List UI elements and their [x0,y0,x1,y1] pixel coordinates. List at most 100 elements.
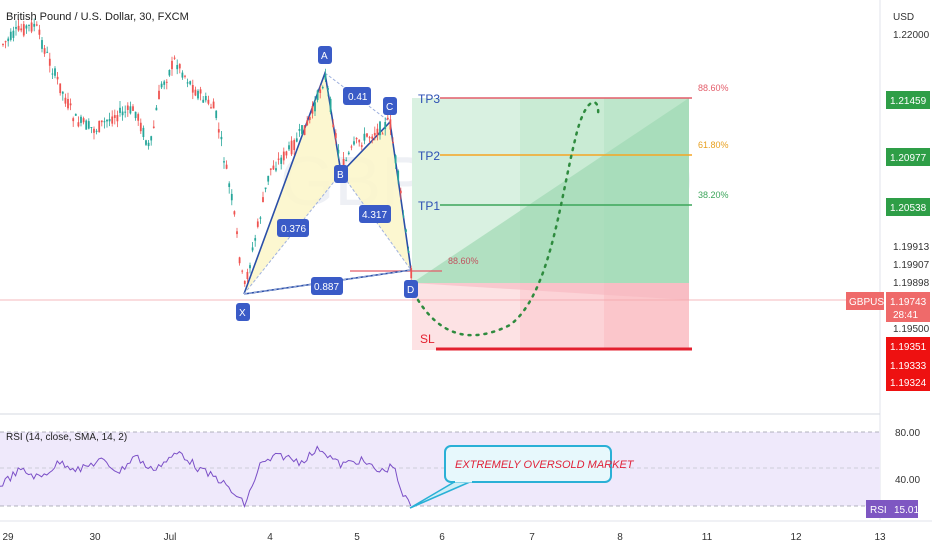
svg-text:0.41: 0.41 [348,92,368,103]
candle-body [337,149,340,154]
svg-text:D: D [407,285,414,296]
svg-text:0.887: 0.887 [314,282,339,293]
rsi-level: 80.00 [895,428,920,439]
candle-body [301,125,303,135]
candle-body [306,120,309,126]
candle-body [262,197,264,203]
candle-body [173,57,176,59]
candle-body [90,127,93,129]
candle-body [142,127,145,138]
candle-body [366,133,368,137]
candle-body [111,116,114,124]
entry-fib-label: 88.60% [448,256,479,266]
tp1-label: TP1 [418,199,440,213]
chart-title: British Pound / U.S. Dollar, 30, FXCM [6,11,189,23]
candle-body [77,122,80,127]
candle-body [155,107,158,111]
candle-body [191,84,194,93]
candle-body [288,145,290,150]
candle-body [171,60,173,70]
x-tick-label: Jul [164,532,177,543]
candle-body [119,107,121,113]
x-tick-label: 30 [89,532,101,543]
candle-body [373,132,376,136]
svg-text:1.21459: 1.21459 [890,96,927,107]
candle-body [59,83,62,94]
candle-body [51,73,54,75]
svg-text:4.317: 4.317 [362,210,387,221]
candle-body [43,48,46,54]
svg-text:X: X [239,308,246,319]
ratio-xd: 0.887 [311,277,343,295]
candle-body [228,183,231,188]
candle-body [321,87,324,89]
candle-body [314,102,316,112]
candle-body [85,120,88,130]
x-tick-label: 12 [790,532,802,543]
x-tick-label: 6 [439,532,445,543]
candle-body [7,38,10,42]
currency-label: USD [893,12,914,23]
svg-text:GBPUSD: GBPUSD [849,297,891,308]
svg-text:RSI: RSI [870,505,887,516]
candle-body [215,110,218,119]
candle-body [121,111,124,116]
point-b: B [334,165,348,183]
svg-text:28:41: 28:41 [893,310,918,321]
candle-body [35,24,38,26]
current-price-tag: GBPUSD 1.19743 28:41 [846,292,930,322]
candle-body [256,221,259,227]
candle-body [194,89,197,96]
price-tag-3: 1.20538 [886,198,930,216]
candle-body [197,90,199,99]
y-tick-label: 1.19898 [893,278,930,289]
candle-body [2,44,4,46]
candle-body [311,106,314,114]
candle-body [199,89,202,94]
candle-body [241,270,244,272]
candle-body [360,145,363,147]
time-axis: 29 30 Jul 4 5 6 7 8 11 12 13 [0,520,932,543]
candle-body [407,250,410,253]
candle-body [46,51,49,53]
candle-body [30,22,33,32]
rsi-level: 40.00 [895,475,920,486]
x-tick-label: 11 [702,532,713,543]
svg-text:1.19743: 1.19743 [890,297,927,308]
candle-body [397,170,400,181]
candle-body [358,139,361,143]
candle-body [72,118,75,122]
candle-body [259,217,262,219]
candle-body [93,128,95,133]
stop-loss-label: SL [420,332,435,346]
candle-body [238,257,241,264]
candle-body [160,83,163,88]
oversold-text: EXTREMELY OVERSOLD MARKET [455,459,635,471]
point-c: C [383,97,397,115]
tp3-fib-label: 88.60% [698,83,729,93]
candle-body [329,98,332,113]
candle-body [334,133,337,139]
point-d: D [404,280,418,298]
tp1-fib-label: 38.20% [698,190,729,200]
candle-body [264,187,267,190]
candle-body [82,118,85,123]
tp3-label: TP3 [418,92,440,106]
svg-text:A: A [321,51,328,62]
candle-body [386,117,389,120]
candle-body [28,24,30,26]
candle-body [98,120,101,133]
candle-body [243,280,246,284]
candle-body [225,164,228,169]
candle-body [116,115,119,122]
candle-body [189,81,192,85]
candle-body [132,106,134,111]
candle-body [212,101,215,109]
candle-body [254,238,257,241]
point-a: A [318,46,332,64]
svg-text:1.19324: 1.19324 [890,378,927,389]
projection-path [416,100,600,337]
x-tick-label: 29 [2,532,14,543]
price-candles [2,18,413,287]
